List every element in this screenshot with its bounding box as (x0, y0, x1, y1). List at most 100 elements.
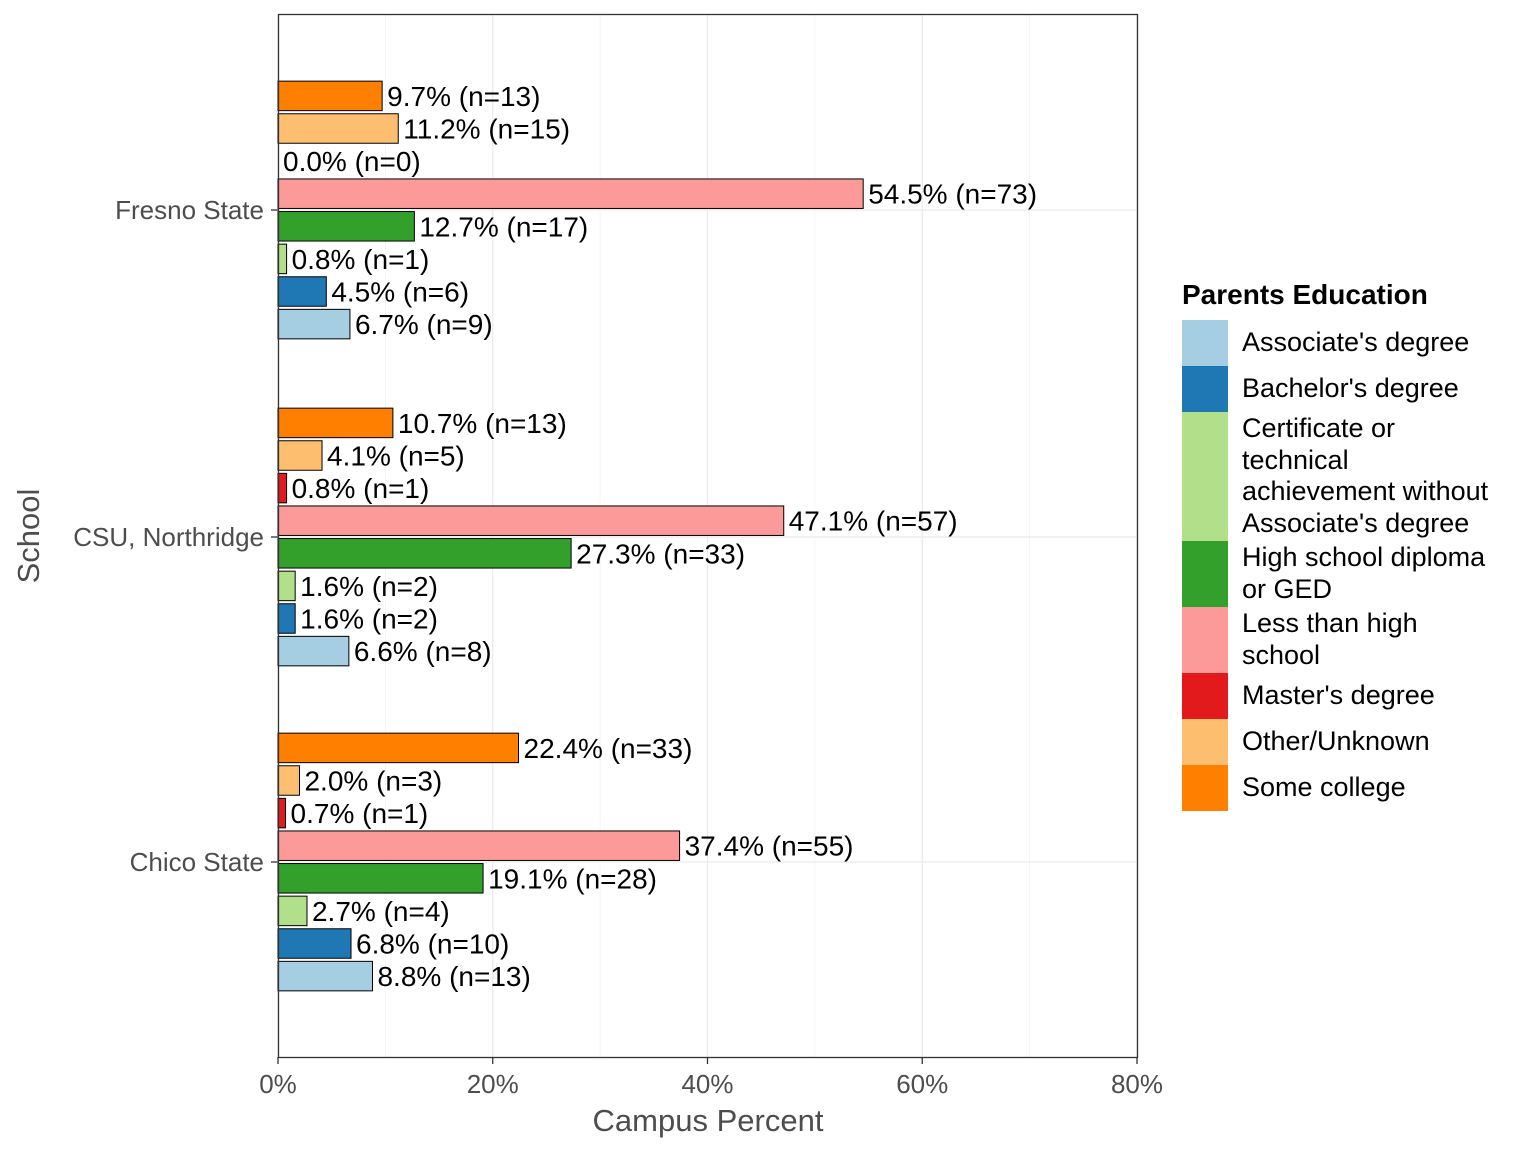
legend-label-line: Certificate or (1242, 413, 1396, 443)
data-label: 6.8% (n=10) (356, 929, 509, 960)
legend-label-line: Associate's degree (1242, 507, 1470, 538)
data-label: 0.8% (n=1) (292, 473, 430, 504)
legend-label-line: achievement without (1242, 476, 1489, 506)
y-tick-label: Fresno State (115, 195, 264, 225)
bar (277, 765, 300, 796)
legend-label-line: Bachelor's degree (1242, 373, 1459, 404)
legend-label-line: Less than high (1242, 608, 1418, 638)
bar (277, 472, 288, 504)
data-label: 2.7% (n=4) (312, 896, 450, 927)
bar (277, 960, 373, 992)
data-label: 12.7% (n=17) (419, 211, 588, 242)
data-label: 54.5% (n=73) (868, 179, 1037, 210)
legend-label: Less than high school (1242, 607, 1418, 673)
bar (277, 732, 520, 764)
legend-label-line: Some college (1242, 772, 1406, 803)
legend-key-swatch (1182, 719, 1228, 765)
bar (277, 505, 785, 536)
data-label: 27.3% (n=33) (576, 538, 745, 569)
bar (277, 538, 572, 569)
legend-item: Master's degree (1182, 673, 1532, 719)
data-label: 37.4% (n=55) (685, 831, 854, 862)
y-tick-label: Chico State (130, 847, 264, 877)
legend-key-swatch (1182, 673, 1228, 719)
legend-title: Parents Education (1182, 279, 1428, 310)
bar (277, 895, 308, 927)
data-label: 10.7% (n=13) (398, 408, 567, 439)
data-label: 19.1% (n=28) (488, 863, 657, 894)
data-label: 11.2% (n=15) (403, 114, 570, 145)
bars (277, 80, 864, 992)
legend-key-swatch (1182, 320, 1228, 366)
legend-key-swatch (1182, 541, 1228, 607)
legend-key-swatch (1182, 366, 1228, 412)
y-axis-title: School (11, 489, 46, 584)
legend-item: Some college (1182, 765, 1532, 811)
legend-items: Associate's degree Bachelor's degree Certi… (1182, 320, 1532, 811)
legend-label-line: school (1242, 639, 1321, 670)
bar (277, 635, 350, 667)
bar (277, 276, 327, 307)
x-tick-label: 60% (896, 1069, 948, 1099)
legend-key-swatch (1182, 607, 1228, 673)
legend-label-line: or GED (1242, 573, 1333, 604)
x-axis-title: Campus Percent (593, 1103, 824, 1138)
x-tick-label: 80% (1111, 1069, 1163, 1099)
data-label: 2.0% (n=3) (304, 766, 442, 797)
legend-item: High school diploma or GED (1182, 541, 1532, 607)
data-label: 1.6% (n=2) (300, 604, 438, 635)
legend-label: Associate's degree (1242, 327, 1469, 359)
bar (277, 863, 484, 894)
data-label: 0.7% (n=1) (291, 798, 429, 829)
bar (277, 178, 864, 209)
legend-item: Less than high school (1182, 607, 1532, 673)
data-label: 1.6% (n=2) (300, 571, 438, 602)
data-label: 22.4% (n=33) (524, 733, 693, 764)
legend-key-swatch (1182, 412, 1228, 541)
legend: Parents Education Associate's degree Bach… (1182, 278, 1532, 811)
legend-label-line: Master's degree (1242, 680, 1435, 711)
x-tick-label: 40% (681, 1069, 733, 1099)
bar (277, 830, 681, 861)
bar (277, 308, 351, 340)
bar (277, 211, 415, 242)
data-label: 6.6% (n=8) (354, 636, 492, 667)
data-label: 4.1% (n=5) (327, 441, 465, 472)
legend-label-line: technical (1242, 444, 1349, 475)
bar (277, 80, 383, 112)
legend-label: High school diploma or GED (1242, 541, 1485, 607)
y-axis-ticks: Fresno State CSU, Northridge Chico State (73, 195, 278, 877)
bar-labels: 6.7% (n=9)4.5% (n=6)0.8% (n=1)12.7% (n=1… (283, 81, 1037, 992)
legend-label: Bachelor's degree (1242, 373, 1459, 405)
legend-item: Associate's degree (1182, 320, 1532, 366)
bar (277, 243, 288, 275)
bar (277, 570, 296, 602)
x-tick-label: 0% (259, 1069, 297, 1099)
legend-label: Other/Unknown (1242, 726, 1430, 758)
bar (277, 440, 323, 471)
bar (277, 407, 394, 439)
legend-label: Some college (1242, 772, 1406, 804)
data-label: 0.0% (n=0) (283, 146, 421, 177)
bar (277, 928, 352, 959)
data-label: 4.5% (n=6) (331, 277, 469, 308)
y-tick-label: CSU, Northridge (73, 522, 264, 552)
legend-item: Certificate or technical achievement witho… (1182, 412, 1532, 541)
data-label: 8.8% (n=13) (377, 961, 530, 992)
legend-key-swatch (1182, 765, 1228, 811)
legend-label-line: Associate's degree (1242, 327, 1470, 358)
legend-item: Other/Unknown (1182, 719, 1532, 765)
x-tick-label: 20% (467, 1069, 519, 1099)
data-label: 0.8% (n=1) (292, 244, 430, 275)
legend-label-line: Other/Unknown (1242, 726, 1430, 757)
legend-label: Master's degree (1242, 680, 1435, 712)
data-label: 6.7% (n=9) (355, 309, 493, 340)
x-axis-ticks: 0% 20% 40% 60% 80% (259, 1057, 1163, 1099)
data-label: 9.7% (n=13) (387, 81, 540, 112)
legend-label-line: High school diploma (1242, 542, 1486, 572)
bar (277, 603, 296, 634)
bar (277, 113, 399, 144)
legend-item: Bachelor's degree (1182, 366, 1532, 412)
legend-label: Certificate or technical achievement witho… (1242, 412, 1488, 541)
